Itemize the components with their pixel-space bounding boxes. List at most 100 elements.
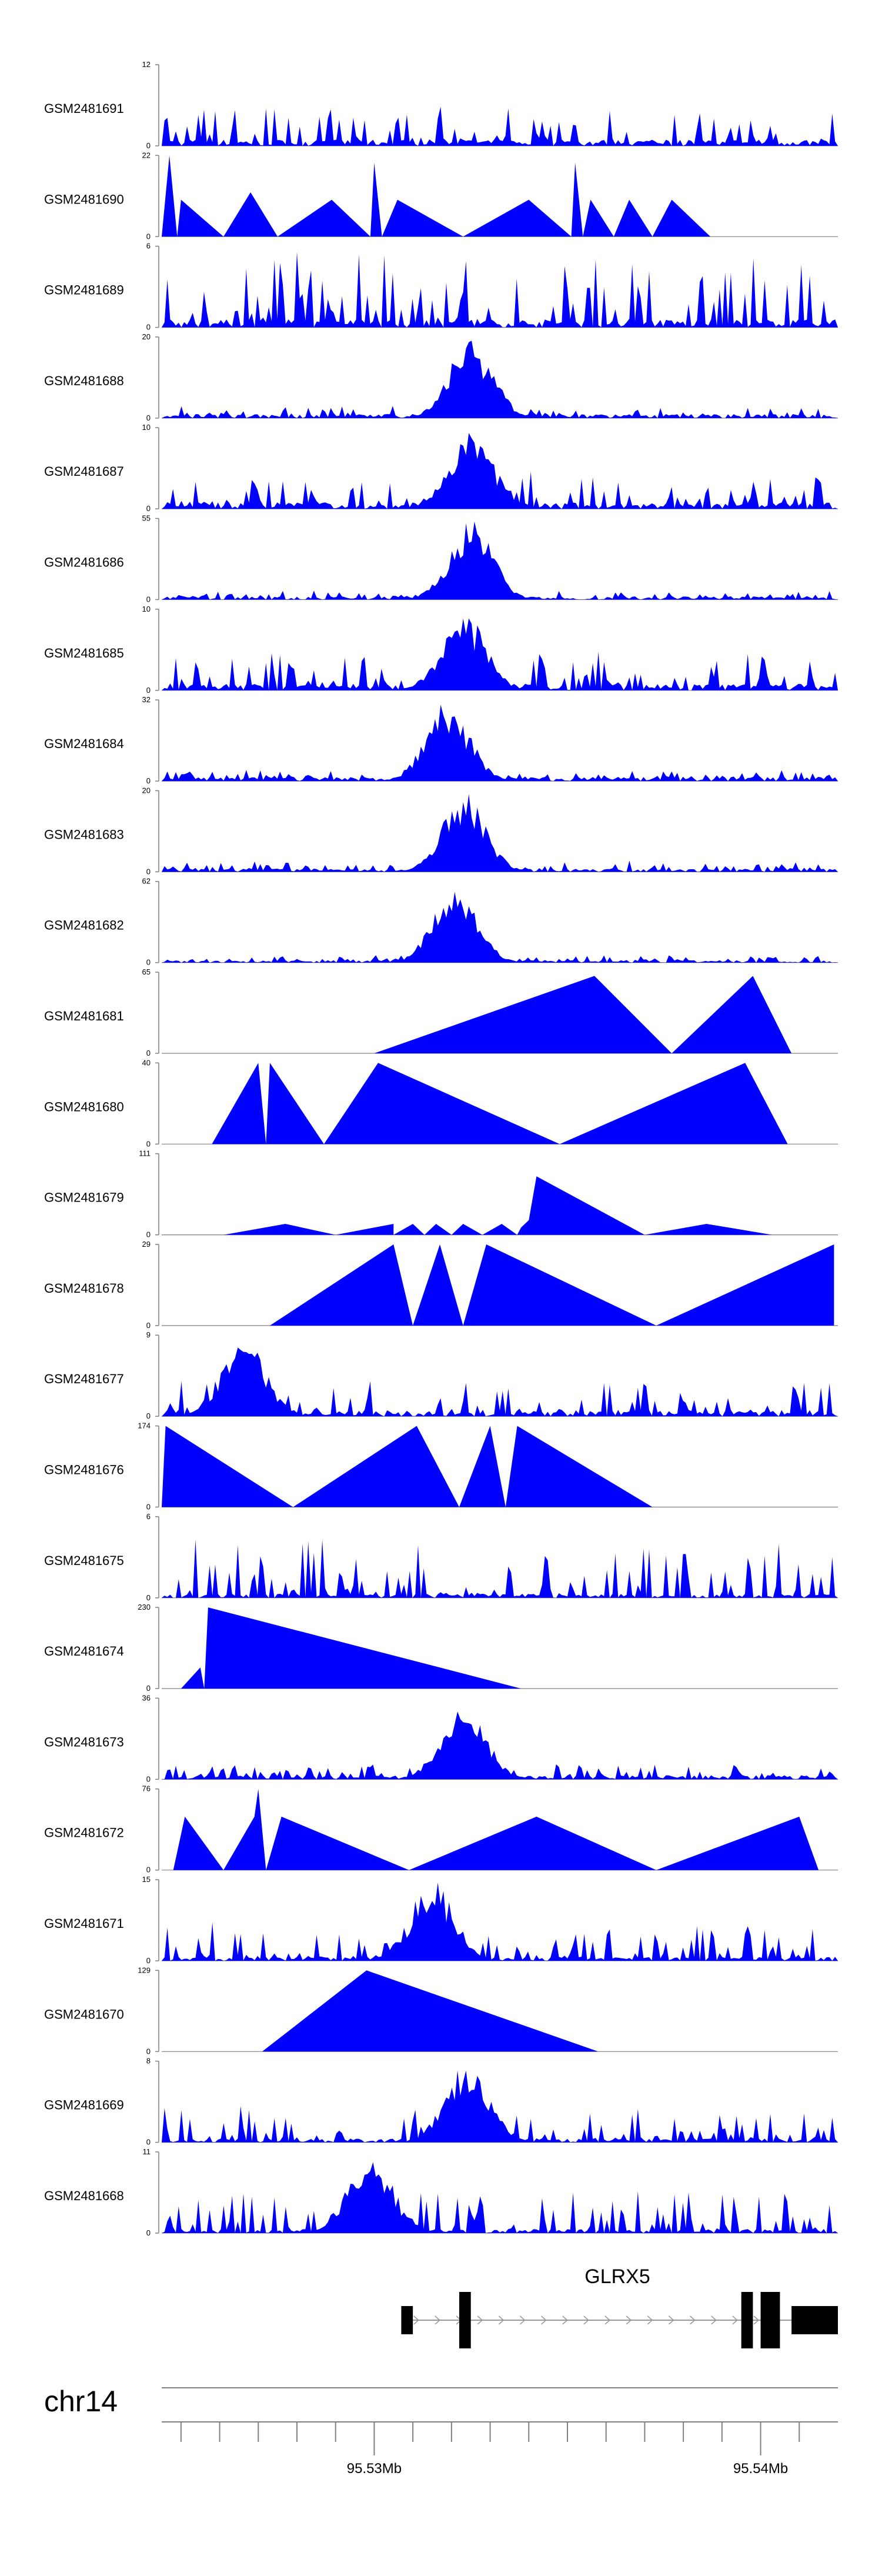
ytick-zero-label: 0 xyxy=(146,1684,151,1693)
track-label: GSM2481668 xyxy=(44,2188,124,2203)
ytick-max-label: 111 xyxy=(139,1149,151,1158)
coverage-area-GSM2481690 xyxy=(162,155,711,237)
ytick-zero-label: 0 xyxy=(146,1139,151,1148)
track-label: GSM2481687 xyxy=(44,464,124,479)
track-label: GSM2481670 xyxy=(44,2007,124,2021)
coverage-area-GSM2481671 xyxy=(162,1883,838,1961)
strand-arrow-icon xyxy=(583,2315,589,2325)
ytick-zero-label: 0 xyxy=(146,1593,151,1602)
strand-arrow-icon xyxy=(711,2315,717,2325)
ytick-max-label: 29 xyxy=(142,1240,151,1249)
track-GSM2481684: GSM2481684 32 0 xyxy=(44,695,838,785)
coverage-area-GSM2481684 xyxy=(162,705,838,782)
coverage-area-GSM2481685 xyxy=(162,618,838,690)
strand-arrow-icon xyxy=(690,2315,696,2325)
track-label: GSM2481677 xyxy=(44,1372,124,1386)
ytick-zero-label: 0 xyxy=(146,2047,151,2056)
ytick-max-label: 8 xyxy=(146,2057,151,2066)
signal-tracks: GSM2481691120GSM2481690220GSM248168960GS… xyxy=(44,60,838,2237)
track-label: GSM2481675 xyxy=(44,1553,124,1568)
gene-exon xyxy=(760,2292,780,2348)
ytick-zero-label: 0 xyxy=(146,686,151,695)
strand-arrow-icon xyxy=(435,2315,440,2325)
ytick-zero-label: 0 xyxy=(146,1412,151,1420)
gene-name-label: GLRX5 xyxy=(584,2265,650,2288)
chromosome-label: chr14 xyxy=(44,2385,118,2418)
track-GSM2481685: GSM2481685 10 0 xyxy=(44,605,838,695)
track-GSM2481686: GSM2481686 55 0 xyxy=(44,514,838,604)
ytick-max-label: 65 xyxy=(142,967,151,976)
coverage-area-GSM2481677 xyxy=(162,1347,838,1417)
ytick-max-label: 6 xyxy=(146,242,151,251)
ytick-zero-label: 0 xyxy=(146,867,151,876)
track-label: GSM2481690 xyxy=(44,192,124,206)
ytick-zero-label: 0 xyxy=(146,1049,151,1057)
track-GSM2481670: GSM2481670 129 0 xyxy=(44,1966,838,2056)
ytick-max-label: 10 xyxy=(142,605,151,613)
coverage-area-GSM2481672 xyxy=(173,1788,819,1870)
ytick-max-label: 55 xyxy=(142,514,151,523)
ytick-max-label: 9 xyxy=(146,1330,151,1339)
strand-arrow-icon xyxy=(604,2315,611,2325)
coverage-area-GSM2481679 xyxy=(223,1176,773,1235)
ytick-max-label: 62 xyxy=(142,877,151,886)
ytick-max-label: 10 xyxy=(142,423,151,432)
coverage-area-GSM2481674 xyxy=(181,1607,522,1689)
coverage-area-GSM2481682 xyxy=(162,892,838,963)
strand-arrow-icon xyxy=(541,2315,547,2325)
track-label: GSM2481685 xyxy=(44,646,124,660)
coverage-area-GSM2481683 xyxy=(162,794,838,872)
track-label: GSM2481686 xyxy=(44,555,124,570)
track-GSM2481682: GSM2481682 62 0 xyxy=(44,877,838,967)
ytick-max-label: 230 xyxy=(138,1603,151,1611)
ytick-zero-label: 0 xyxy=(146,323,151,332)
ytick-max-label: 12 xyxy=(142,60,151,69)
ytick-max-label: 20 xyxy=(142,332,151,341)
ytick-max-label: 32 xyxy=(142,695,151,704)
track-label: GSM2481680 xyxy=(44,1099,124,1114)
coverage-area-GSM2481676 xyxy=(162,1426,653,1507)
ytick-zero-label: 0 xyxy=(146,776,151,785)
track-GSM2481673: GSM2481673 36 0 xyxy=(44,1693,838,1783)
ytick-zero-label: 0 xyxy=(146,2138,151,2147)
track-label: GSM2481682 xyxy=(44,918,124,933)
track-label: GSM2481691 xyxy=(44,101,124,116)
coverage-area-GSM2481681 xyxy=(374,976,792,1053)
coverage-area-GSM2481680 xyxy=(212,1063,788,1144)
coverage-area-GSM2481691 xyxy=(162,106,838,146)
track-GSM2481681: GSM2481681 65 0 xyxy=(44,967,838,1057)
ytick-max-label: 22 xyxy=(142,151,151,159)
ytick-zero-label: 0 xyxy=(146,1956,151,1965)
ytick-zero-label: 0 xyxy=(146,1321,151,1330)
track-label: GSM2481681 xyxy=(44,1009,124,1023)
ytick-max-label: 6 xyxy=(146,1512,151,1521)
track-label: GSM2481683 xyxy=(44,827,124,842)
strand-arrow-icon xyxy=(477,2315,483,2325)
axis-tick-label: 95.53Mb xyxy=(347,2461,402,2477)
ytick-max-label: 36 xyxy=(142,1693,151,1702)
strand-arrow-icon xyxy=(413,2315,419,2325)
gene-exon xyxy=(459,2292,471,2348)
track-label: GSM2481674 xyxy=(44,1644,124,1659)
track-label: GSM2481684 xyxy=(44,736,124,751)
coverage-area-GSM2481689 xyxy=(162,252,838,328)
ytick-zero-label: 0 xyxy=(146,232,151,241)
ytick-zero-label: 0 xyxy=(146,1503,151,1511)
coverage-area-GSM2481669 xyxy=(162,2070,838,2143)
track-GSM2481691: GSM2481691 12 0 xyxy=(44,60,838,150)
coverage-area-GSM2481687 xyxy=(162,433,838,509)
track-GSM2481668: GSM2481668 11 0 xyxy=(44,2147,838,2237)
ytick-zero-label: 0 xyxy=(146,958,151,967)
ytick-zero-label: 0 xyxy=(146,1866,151,1874)
strand-arrow-icon xyxy=(753,2315,760,2325)
track-GSM2481687: GSM2481687 10 0 xyxy=(44,423,838,513)
ytick-max-label: 76 xyxy=(142,1784,151,1793)
axis-tick-label: 95.54Mb xyxy=(733,2461,788,2477)
strand-arrow-icon xyxy=(647,2315,653,2325)
track-label: GSM2481689 xyxy=(44,283,124,298)
track-label: GSM2481678 xyxy=(44,1281,124,1296)
strand-arrow-icon xyxy=(498,2315,505,2325)
strand-arrow-icon xyxy=(668,2315,674,2325)
track-GSM2481678: GSM2481678 29 0 xyxy=(44,1240,838,1330)
gene-exon xyxy=(741,2292,753,2348)
